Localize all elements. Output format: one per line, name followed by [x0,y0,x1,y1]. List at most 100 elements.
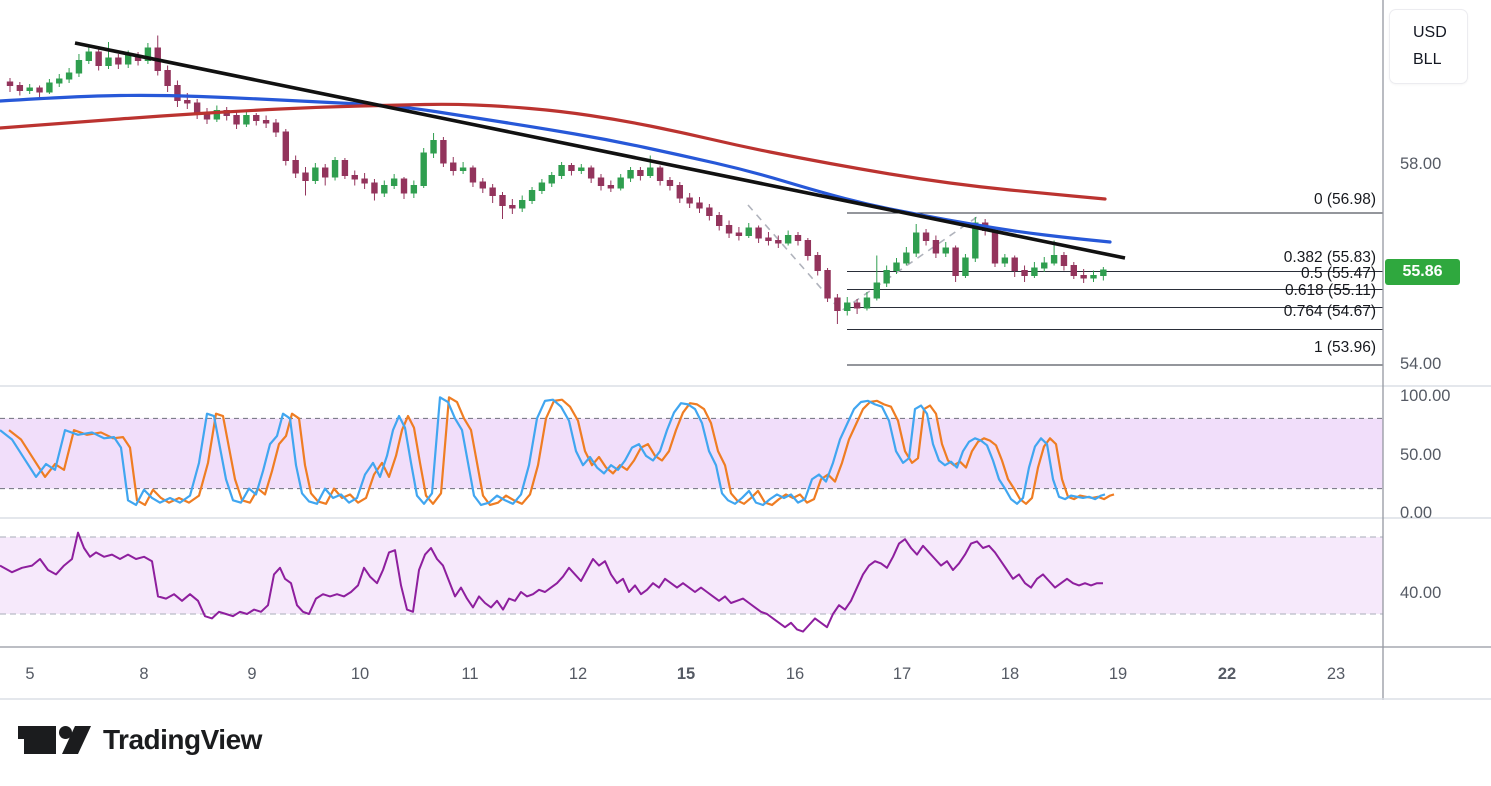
candle-body [1031,267,1038,276]
fib-label-5: 1 (53.96) [1314,339,1376,356]
fib-label-3: 0.618 (55.11) [1285,282,1376,299]
candle-body [400,178,408,194]
candle-body [371,182,378,194]
candle-body [647,167,654,176]
candle-body [1041,262,1048,269]
candle-body [1011,257,1018,271]
price-axis-label-1[interactable]: 54.00 [1400,355,1441,373]
candle-body [46,82,53,93]
candle-body [1100,269,1107,276]
candle-body [1070,265,1077,276]
candle-body [361,178,368,184]
price-axis-label-0[interactable]: 58.00 [1400,155,1441,173]
candle-body [75,60,83,74]
tradingview-logo[interactable]: TradingView [18,724,262,756]
candle-body [627,170,634,179]
candle-body [558,165,565,176]
candle-body [410,185,418,194]
date-axis-label-22[interactable]: 22 [1218,665,1236,683]
candle-body [844,302,851,311]
candle-body [962,257,969,276]
fib-label-1: 0.382 (55.83) [1284,249,1376,266]
rsi-axis-label-0[interactable]: 40.00 [1400,584,1441,602]
candle-body [765,237,772,241]
ma-slow-line[interactable] [0,102,1107,201]
tradingview-logo-icon [18,726,91,754]
candle-body [863,297,871,309]
date-axis-label-9[interactable]: 9 [247,665,256,683]
candle-body [548,175,555,184]
candle-body [903,252,910,264]
candle-body [56,78,63,84]
candle-body [420,152,427,186]
candle-body [587,167,595,179]
stochastic-band [0,418,1383,489]
trendline[interactable] [74,41,1126,260]
candle-body [233,115,240,125]
candle-body [922,232,930,241]
date-axis-label-8[interactable]: 8 [139,665,148,683]
date-axis-label-11[interactable]: 11 [461,665,478,683]
candle-body [1090,275,1097,279]
candle-body [85,51,92,61]
candle-body [607,185,615,189]
fib-label-0: 0 (56.98) [1314,191,1376,208]
candle-body [686,197,693,204]
candle-body [804,240,812,256]
date-axis-label-19[interactable]: 19 [1109,665,1127,683]
candle-body [312,167,319,181]
candle-body [36,87,43,93]
tradingview-logo-text: TradingView [103,724,262,755]
candle-body [115,57,122,65]
candle-body [519,200,526,209]
stoch-axis-label-2[interactable]: 0.00 [1400,504,1432,522]
date-axis-label-5[interactable]: 5 [25,665,34,683]
stochastic-k-line[interactable] [0,396,1106,507]
candle-body [174,85,181,101]
candle-body [253,115,260,121]
date-axis-label-17[interactable]: 17 [893,665,911,683]
candle-body [331,160,339,178]
candle-body [184,100,191,104]
candle-body [262,120,270,124]
candle-body [637,170,644,176]
stoch-axis-label-0[interactable]: 100.00 [1400,387,1450,405]
candle-body [125,55,132,65]
stoch-axis-label-1[interactable]: 50.00 [1400,446,1441,464]
fib-label-4: 0.764 (54.67) [1284,303,1376,320]
candle-body [932,240,940,254]
fib-anchor-dashed-line[interactable] [747,204,978,313]
candle-body [351,175,358,180]
date-axis-label-23[interactable]: 23 [1327,665,1345,683]
candle-body [725,225,733,234]
date-axis-label-12[interactable]: 12 [569,665,587,683]
candle-body [528,190,536,201]
candle-body [26,87,33,91]
candle-body [459,167,467,171]
candle-body [213,110,221,120]
candle-body [1080,275,1087,279]
rsi-line[interactable] [0,531,1103,633]
rsi-band [0,537,1383,614]
candle-body [1060,255,1068,266]
candle-body [972,222,979,259]
candle-body [341,160,349,176]
candle-body [617,177,624,189]
candle-body [1001,257,1009,264]
candle-body [16,85,24,91]
date-axis-label-18[interactable]: 18 [1001,665,1019,683]
symbol-quote-label: BLL [1413,51,1442,68]
candle-body [568,165,575,171]
candle-body [696,202,703,209]
chart-canvas[interactable]: 0 (56.98) 0.382 (55.83)0.5 (55.47)0.618 (… [0,0,1491,700]
candle-body [381,185,388,194]
candle-body [824,270,831,299]
candle-body [893,262,900,271]
date-axis-label-15[interactable]: 15 [677,665,695,683]
candle-body [784,235,792,244]
date-axis-label-10[interactable]: 10 [351,665,369,683]
candle-body [834,297,841,311]
candle-body [282,131,290,161]
date-axis-label-16[interactable]: 16 [786,665,804,683]
